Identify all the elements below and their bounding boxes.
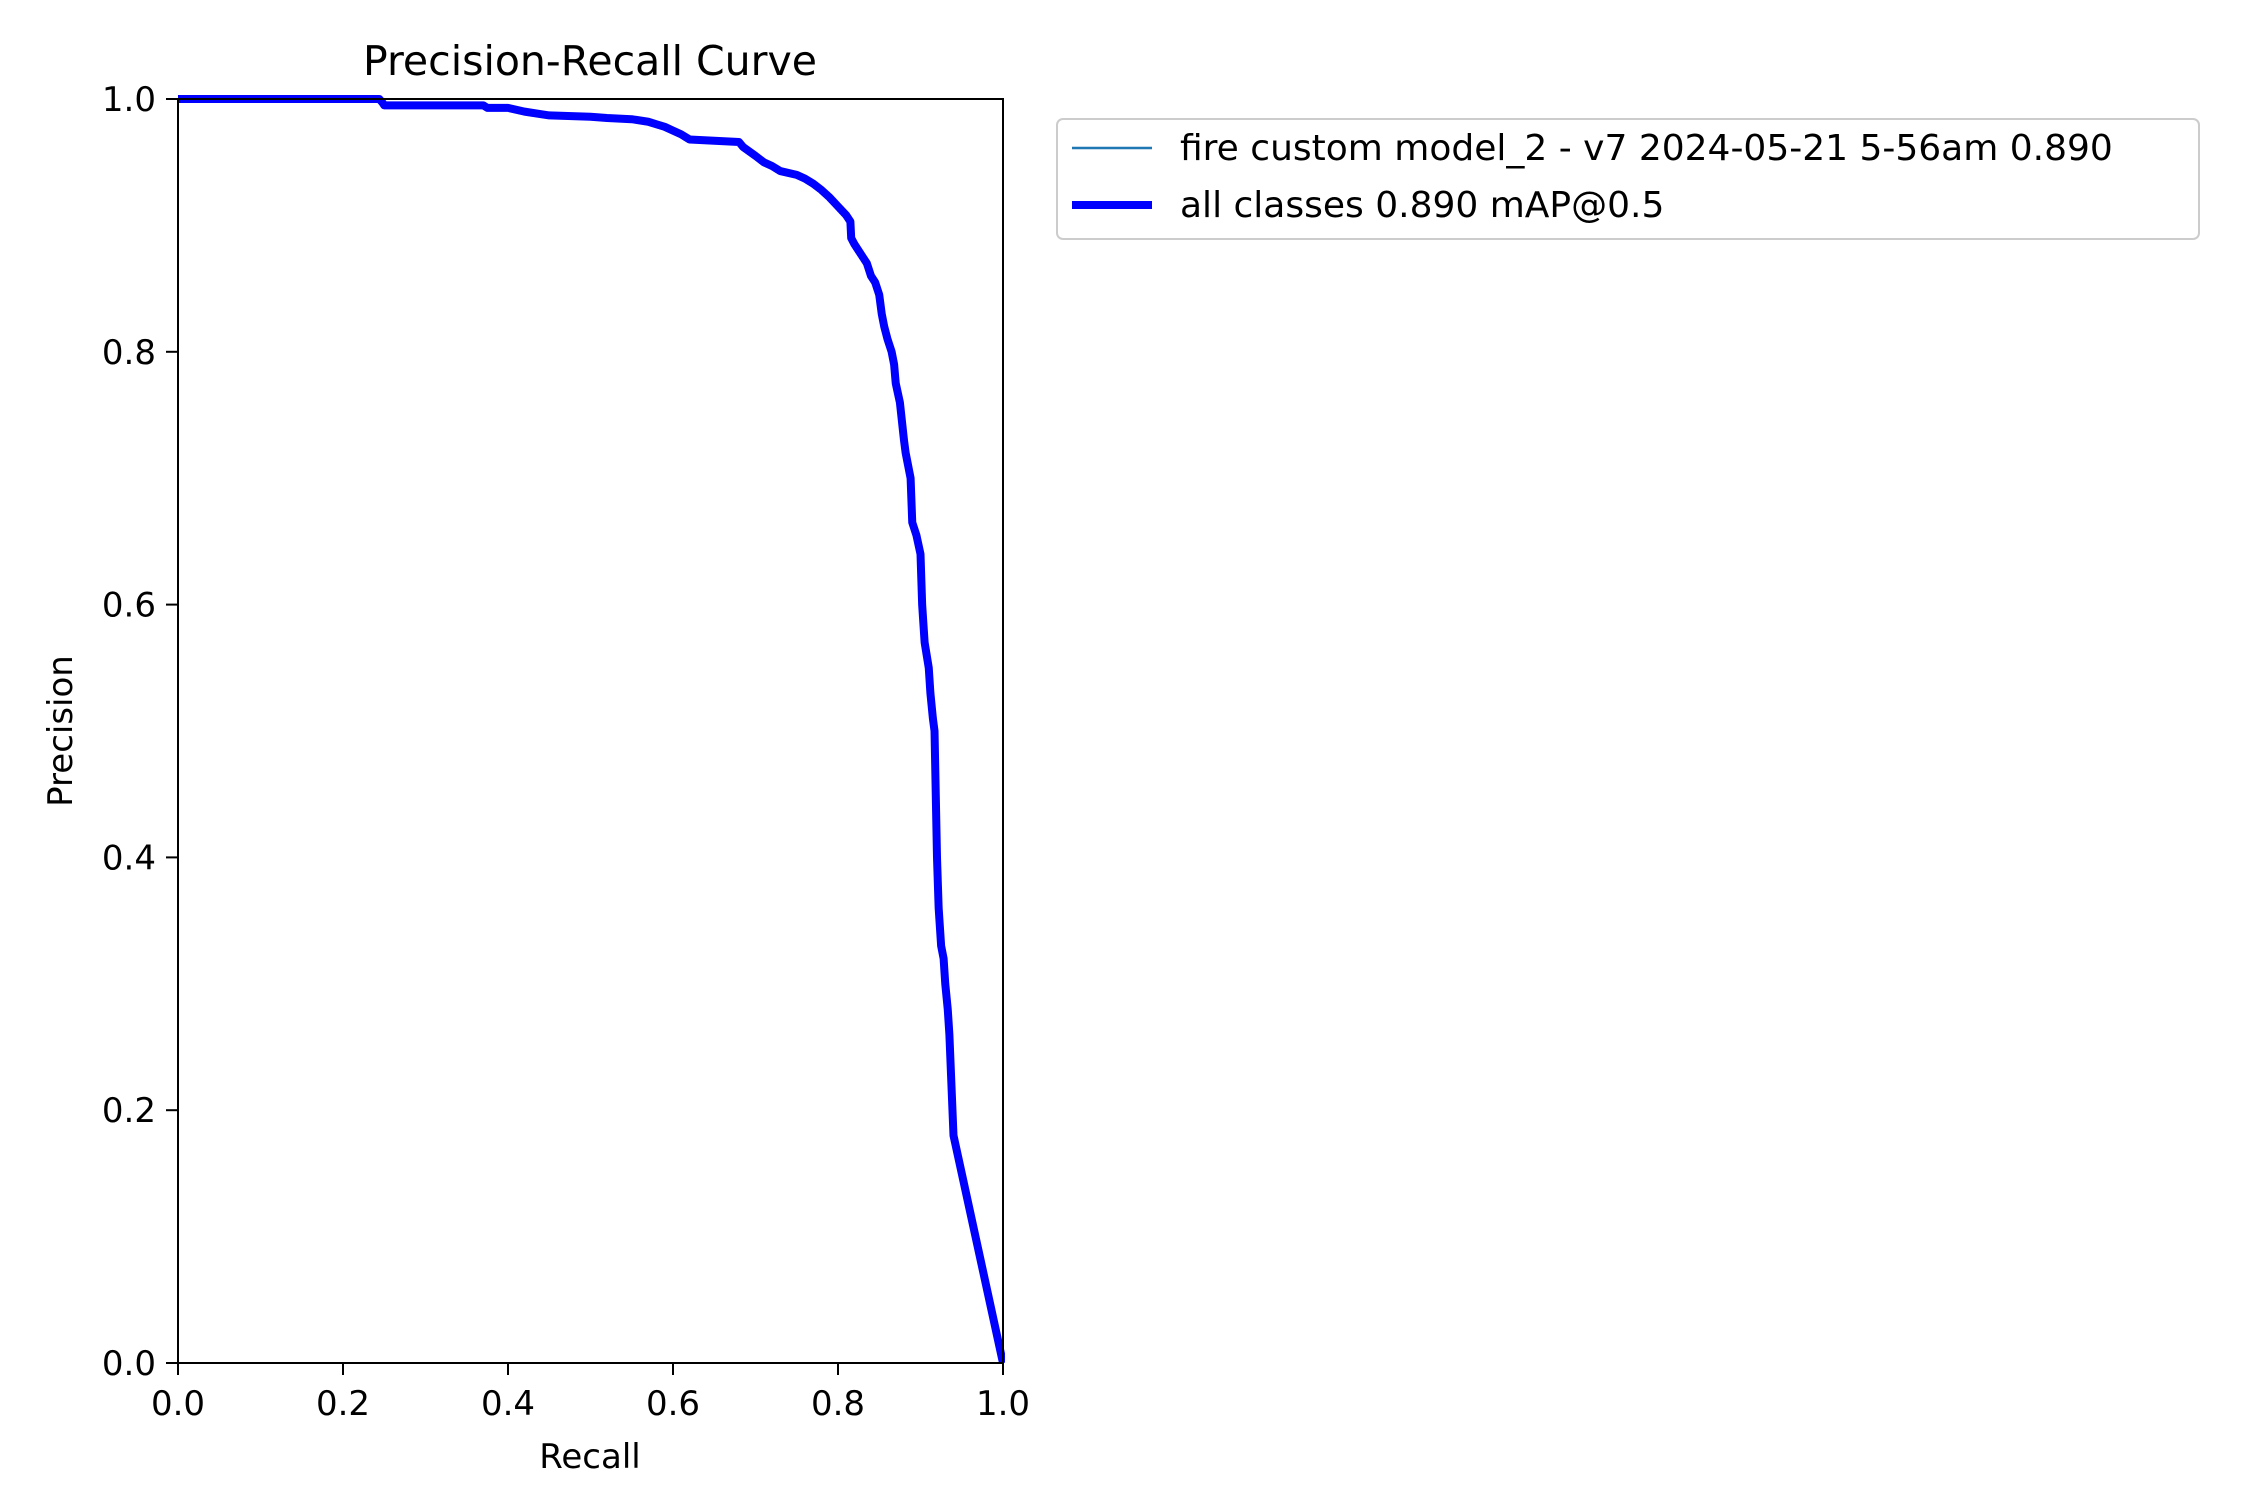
y-tick-label: 0.6 xyxy=(102,586,156,626)
y-tick-label: 0.2 xyxy=(102,1091,156,1131)
legend-box xyxy=(1056,118,2200,240)
legend-entry-model: fire custom model_2 - v7 2024-05-21 5-56… xyxy=(1180,128,2113,169)
chart-title: Precision-Recall Curve xyxy=(363,37,817,85)
y-axis-label: Precision xyxy=(41,655,81,807)
legend: fire custom model_2 - v7 2024-05-21 5-56… xyxy=(1056,118,2200,240)
series-line-all-classes xyxy=(178,95,1005,1364)
x-axis-label: Recall xyxy=(539,1437,640,1477)
y-tick-label: 0.8 xyxy=(102,333,156,373)
x-tick-label: 0.4 xyxy=(481,1384,535,1424)
x-tick-label: 0.6 xyxy=(646,1384,700,1424)
x-tick-label: 0.0 xyxy=(151,1384,205,1424)
x-tick-label: 0.8 xyxy=(811,1384,865,1424)
x-tick-label: 1.0 xyxy=(976,1384,1030,1424)
x-tick-label: 0.2 xyxy=(316,1384,370,1424)
y-tick-label: 0.0 xyxy=(102,1344,156,1384)
y-tick-label: 1.0 xyxy=(102,80,156,120)
legend-entry-all-classes: all classes 0.890 mAP@0.5 xyxy=(1180,185,1664,226)
plot-frame xyxy=(177,98,1004,1364)
y-tick-label: 0.4 xyxy=(102,838,156,878)
